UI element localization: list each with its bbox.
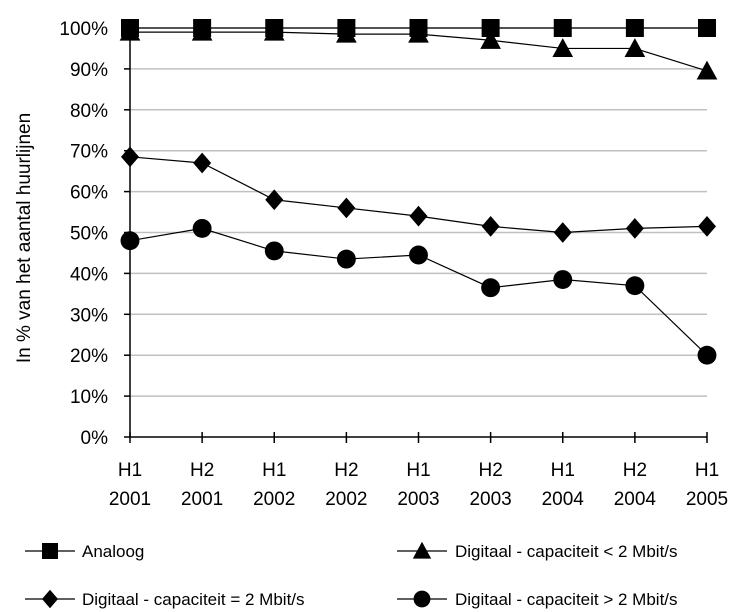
data-point-square [193, 19, 212, 37]
legend-label: Analoog [82, 542, 144, 561]
data-point-triangle [412, 541, 432, 559]
x-tick-label-half: H1 [262, 460, 286, 481]
data-point-square [121, 19, 139, 37]
legend-item: Analoog [25, 542, 144, 561]
x-tick-label-year: 2003 [397, 489, 439, 510]
y-tick-label: 70% [70, 142, 108, 163]
legend-label: Digitaal - capaciteit > 2 Mbit/s [455, 590, 678, 609]
data-point-circle [120, 231, 140, 251]
y-tick-label: 80% [70, 101, 108, 122]
y-tick-label: 100% [59, 19, 108, 40]
x-tick-label-half: H1 [118, 460, 142, 481]
data-point-circle [264, 241, 284, 261]
x-tick-label-half: H1 [406, 460, 430, 481]
x-tick-labels: H1 2001 H2 2001 H1 2002 H2 2002 H1 2003 H2 2003 H1 20… [109, 460, 728, 510]
data-point-diamond [625, 218, 644, 239]
x-tick-label-year: 2001 [181, 489, 223, 510]
y-tick-label: 50% [70, 224, 108, 245]
legend-item: Digitaal - capaciteit = 2 Mbit/s [25, 589, 305, 609]
legend-label: Digitaal - capaciteit < 2 Mbit/s [455, 542, 678, 561]
data-point-triangle [552, 38, 574, 57]
legend-item: Digitaal - capaciteit < 2 Mbit/s [397, 541, 678, 561]
y-tick-label: 60% [70, 183, 108, 204]
y-tick-label: 10% [70, 387, 108, 408]
data-point-square [409, 19, 428, 37]
data-point-circle [192, 218, 212, 238]
data-point-circle [481, 278, 501, 298]
data-point-square [42, 543, 58, 559]
data-point-circle [553, 270, 573, 289]
legend-label: Digitaal - capaciteit = 2 Mbit/s [82, 590, 305, 609]
data-point-diamond [265, 189, 284, 211]
y-tick-labels: 0% 10% 20% 30% 40% 50% 60% 70% 80% 90% 100% [59, 19, 108, 449]
data-point-square [698, 19, 716, 37]
data-point-square [481, 19, 500, 37]
data-point-square [337, 19, 356, 37]
data-point-triangle [696, 60, 718, 80]
y-tick-label: 20% [70, 346, 108, 367]
y-tick-label: 40% [70, 264, 108, 285]
data-point-triangle [480, 29, 501, 49]
data-point-diamond [409, 205, 428, 227]
y-tick-label: 90% [70, 60, 108, 81]
data-point-diamond [553, 222, 572, 243]
x-tick-label-half: H2 [623, 460, 647, 481]
x-tick-label-year: 2004 [542, 489, 585, 510]
data-point-diamond [481, 216, 500, 237]
x-tick-label-half: H1 [551, 460, 575, 481]
x-tick-label-year: 2001 [109, 489, 151, 510]
x-tick-label-half: H2 [190, 460, 214, 481]
series-circle [120, 218, 717, 365]
series-group [119, 19, 718, 365]
data-point-circle [625, 276, 645, 296]
data-point-circle [697, 345, 717, 365]
data-point-circle [413, 590, 431, 608]
y-tick-label: 30% [70, 305, 108, 326]
x-tick-label-half: H2 [334, 460, 358, 481]
data-point-square [625, 19, 644, 37]
y-axis-label: In % van het aantal huurlijnen [14, 113, 35, 363]
data-point-circle [336, 249, 356, 269]
data-point-square [265, 19, 284, 37]
x-tick-label-half: H1 [695, 460, 719, 481]
data-point-diamond [698, 216, 716, 237]
y-tick-label: 0% [81, 428, 109, 449]
x-tick-label-year: 2002 [253, 489, 295, 510]
series-square [121, 19, 716, 37]
data-point-circle [409, 245, 428, 265]
data-point-diamond [193, 152, 212, 174]
data-point-diamond [337, 197, 356, 219]
legend-item: Digitaal - capaciteit > 2 Mbit/s [397, 590, 678, 609]
data-point-diamond [42, 589, 58, 609]
data-point-triangle [624, 38, 646, 57]
x-tick-label-year: 2002 [325, 489, 367, 510]
legend: Analoog Digitaal - capaciteit < 2 Mbit/s D… [25, 541, 678, 609]
x-tick-label-year: 2004 [614, 489, 657, 510]
data-point-square [553, 19, 572, 37]
x-tick-label-half: H2 [478, 460, 502, 481]
x-tick-label-year: 2003 [469, 489, 511, 510]
axes [124, 27, 708, 443]
x-tick-label-year: 2005 [686, 489, 728, 510]
series-diamond [121, 146, 716, 243]
data-point-diamond [121, 146, 139, 168]
